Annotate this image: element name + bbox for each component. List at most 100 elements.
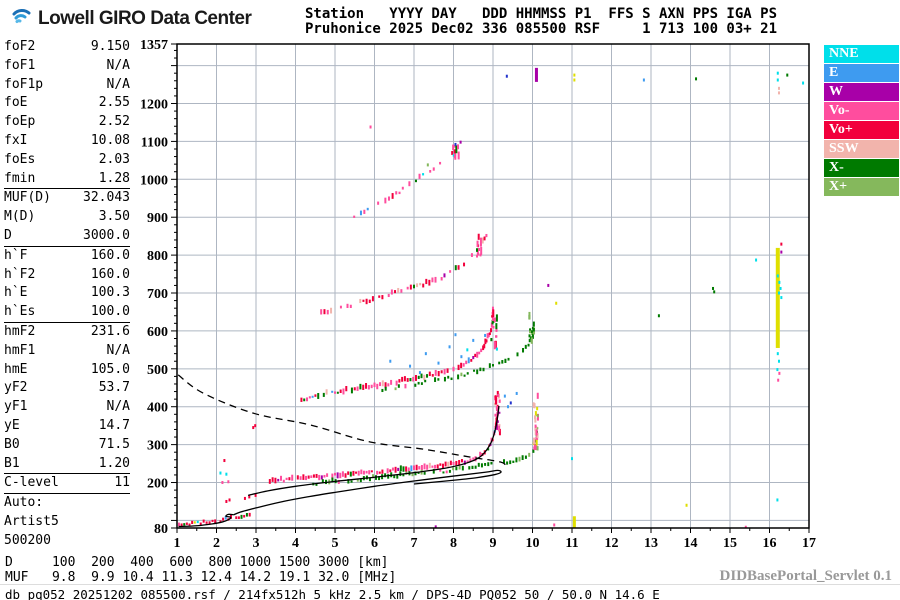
parameter-label: foF1p (4, 76, 44, 92)
y-axis-label: 800 (147, 249, 168, 264)
parameter-row: foF1 N/A (4, 57, 130, 76)
parameter-value: N/A (106, 399, 130, 415)
parameter-row: h`Es 100.0 (4, 303, 130, 322)
x-axis-label: 11 (565, 536, 578, 551)
parameter-row: yE 14.7 (4, 417, 130, 436)
parameter-label: foEs (4, 151, 36, 167)
legend-item-x: X+ (824, 178, 899, 196)
parameter-label: foF1 (4, 57, 36, 73)
y-axis-label: 500 (147, 363, 168, 378)
parameter-label: h`F (4, 247, 28, 263)
x-axis-label: 5 (332, 536, 339, 551)
auto-scaler-text: Artist5 (4, 513, 59, 529)
x-axis-label: 10 (526, 536, 540, 551)
parameter-row: h`E 100.3 (4, 284, 130, 303)
legend-item-w: W (824, 83, 899, 101)
parameter-value: 231.6 (90, 323, 130, 339)
parameter-row: fmin 1.28 (4, 170, 130, 189)
header-columns-line: Station YYYY DAY DDD HHMMSS P1 FFS S AXN… (305, 6, 778, 22)
parameter-value: 2.55 (98, 95, 130, 111)
parameter-label: hmF2 (4, 323, 36, 339)
y-axis-label: 1357 (140, 38, 168, 53)
parameter-value: 1.20 (98, 455, 130, 471)
muf-table-muf-row: MUF 9.8 9.9 10.4 11.3 12.4 14.2 19.1 32.… (5, 569, 397, 585)
parameter-value: 14.7 (98, 417, 130, 433)
parameter-label: foF2 (4, 39, 36, 54)
parameter-value: 11 (114, 475, 130, 491)
parameter-row: C-level 11 (4, 474, 130, 493)
parameter-label: M(D) (4, 209, 36, 225)
parameter-value: 32.043 (83, 190, 130, 206)
x-axis-label: 3 (253, 536, 260, 551)
parameter-value: 2.03 (98, 151, 130, 167)
parameter-row: foE 2.55 (4, 94, 130, 113)
auto-scaler-line: Auto: (4, 494, 130, 513)
x-axis-label: 9 (490, 536, 497, 551)
parameter-value: N/A (106, 57, 130, 73)
parameter-value: 160.0 (90, 266, 130, 282)
parameter-label: hmF1 (4, 342, 36, 358)
header-values-line: Pruhonice 2025 Dec02 336 085500 RSF 1 71… (305, 21, 778, 37)
parameter-value: 10.08 (90, 132, 130, 148)
parameter-row: h`F2 160.0 (4, 266, 130, 285)
parameter-label: foE (4, 95, 28, 111)
echo-legend: NNE E W Vo- Vo+ SSW X- X+ (824, 45, 899, 197)
parameter-label: fmin (4, 170, 36, 186)
x-axis-label: 1 (174, 536, 181, 551)
x-axis-label: 6 (371, 536, 378, 551)
parameter-group: Auto: Artist5 500200 (4, 493, 130, 550)
auto-scaler-line: 500200 (4, 532, 130, 551)
legend-item-vo: Vo- (824, 102, 899, 120)
muf-transmission-curve (177, 374, 507, 468)
artist-trace-fit (247, 405, 500, 497)
true-height-profile (233, 469, 502, 516)
x-axis-label: 4 (292, 536, 299, 551)
parameter-row: B1 1.20 (4, 455, 130, 474)
parameter-row: foF1p N/A (4, 76, 130, 95)
parameter-label: h`F2 (4, 266, 36, 282)
parameter-row: foEp 2.52 (4, 113, 130, 132)
profile-e-region (178, 513, 234, 528)
x-axis-label: 14 (684, 536, 698, 551)
y-axis-label: 900 (147, 211, 168, 226)
parameter-value: 53.7 (98, 380, 130, 396)
parameter-label: B1 (4, 455, 20, 471)
parameter-row: fxI 10.08 (4, 132, 130, 151)
parameter-label: foEp (4, 114, 36, 130)
x-axis-label: 2 (213, 536, 220, 551)
parameter-value: 160.0 (90, 247, 130, 263)
parameter-row: D 3000.0 (4, 227, 130, 246)
parameter-value: 100.3 (90, 285, 130, 301)
status-bar: db pq052 20251202 085500.rsf / 214fx512h… (0, 584, 900, 600)
parameter-row: yF1 N/A (4, 398, 130, 417)
servlet-version-label: DIDBasePortal_Servlet 0.1 (719, 568, 892, 584)
parameter-row: hmE 105.0 (4, 361, 130, 380)
parameter-group: MUF(D) 32.043 M(D) 3.50 D 3000.0 (4, 188, 130, 245)
parameter-value: 100.0 (90, 304, 130, 320)
auto-scaler-text: 500200 (4, 532, 51, 548)
x-axis-label: 17 (802, 536, 816, 551)
parameter-label: C-level (4, 475, 59, 491)
parameter-label: D (4, 227, 12, 243)
x-axis-label: 15 (723, 536, 737, 551)
parameter-label: MUF(D) (4, 190, 51, 206)
x-axis-label: 16 (763, 536, 777, 551)
parameter-panel: foF2 9.150 foF1 N/A foF1p N/A foE 2.55 foEp 2.52 f… (4, 38, 130, 551)
parameter-label: yF2 (4, 380, 28, 396)
legend-item-nne: NNE (824, 45, 899, 63)
parameter-row: h`F 160.0 (4, 247, 130, 266)
ionogram-plot: 1357120011001000900800700600500400300200… (140, 38, 816, 551)
x-axis-label: 8 (450, 536, 457, 551)
logo-text: Lowell GIRO Data Center (38, 8, 252, 29)
y-axis-label: 400 (147, 401, 168, 416)
y-axis-label: 1100 (141, 135, 168, 150)
parameter-row: hmF1 N/A (4, 342, 130, 361)
parameter-group: foF2 9.150 foF1 N/A foF1p N/A foE 2.55 foEp 2.52 f… (4, 38, 130, 188)
y-axis-label: 600 (147, 325, 168, 340)
parameter-row: foEs 2.03 (4, 151, 130, 170)
x-axis-label: 7 (411, 536, 418, 551)
legend-item-vo: Vo+ (824, 121, 899, 139)
parameter-value: 71.5 (98, 436, 130, 452)
legend-item-ssw: SSW (824, 140, 899, 158)
